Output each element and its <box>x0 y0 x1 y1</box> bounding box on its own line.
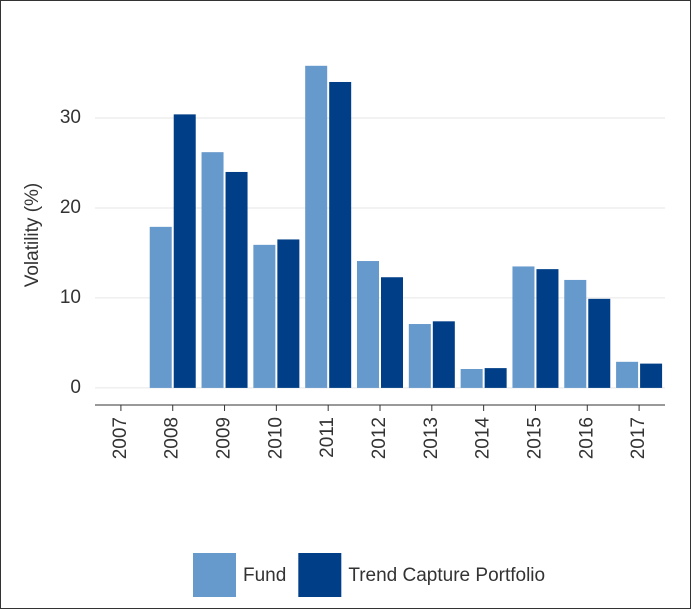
y-tick-label: 10 <box>60 287 81 308</box>
bar <box>536 269 559 388</box>
legend-label: Fund <box>243 565 286 586</box>
bar <box>408 324 431 388</box>
bar <box>381 277 403 388</box>
bar <box>640 363 663 388</box>
bar <box>460 369 483 388</box>
bar <box>201 152 224 388</box>
x-tick-label: 2013 <box>421 417 442 459</box>
y-tick-label: 30 <box>60 107 81 128</box>
x-tick-label: 2017 <box>628 417 649 459</box>
x-tick-label: 2008 <box>162 417 183 459</box>
bar <box>616 361 639 388</box>
x-tick-label: 2007 <box>110 417 131 459</box>
y-tick-label: 0 <box>70 377 81 398</box>
y-tick-label: 20 <box>60 197 81 218</box>
bar <box>305 65 328 388</box>
bar <box>225 171 248 388</box>
legend-swatch <box>298 553 342 597</box>
legend-swatch <box>193 553 236 597</box>
bar <box>588 298 611 388</box>
bar <box>564 279 587 388</box>
x-tick-label: 2016 <box>576 417 597 459</box>
bar <box>484 368 507 388</box>
bar <box>357 261 379 388</box>
x-tick-label: 2012 <box>369 417 390 459</box>
legend-label: Trend Capture Portfolio <box>348 565 545 586</box>
bar <box>253 244 276 388</box>
x-tick-label: 2009 <box>214 417 235 459</box>
bar <box>432 321 455 388</box>
x-tick-label: 2015 <box>524 417 545 459</box>
bar <box>149 226 172 388</box>
bar <box>512 266 535 388</box>
y-axis-label: Volatility (%) <box>22 183 43 288</box>
x-tick-label: 2014 <box>473 417 494 460</box>
bar <box>277 239 300 388</box>
bar <box>173 114 196 388</box>
x-tick-label: 2011 <box>317 417 338 458</box>
x-tick-label: 2010 <box>265 417 286 459</box>
bar <box>329 81 352 388</box>
